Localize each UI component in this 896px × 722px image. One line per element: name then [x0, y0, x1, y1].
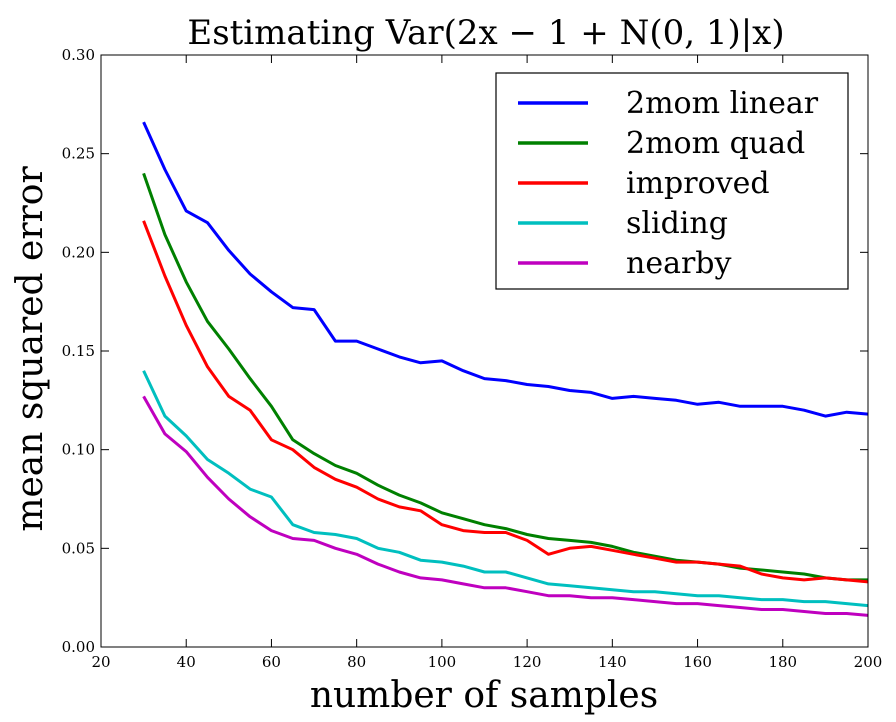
- y-tick-label-4: 0.20: [62, 243, 95, 261]
- series-line-2: [142, 220, 869, 584]
- x-tick-label-3: 80: [347, 653, 366, 671]
- x-tick-label-6: 140: [598, 653, 627, 671]
- y-axis-label: mean squared error: [10, 166, 51, 532]
- legend-box: [495, 72, 849, 290]
- series-line-0: [142, 121, 869, 418]
- series-line-3: [142, 370, 869, 608]
- series-line-4: [142, 395, 869, 617]
- legend-label-4: nearby: [626, 246, 732, 281]
- x-tick-label-9: 200: [854, 653, 883, 671]
- legend-label-3: sliding: [626, 206, 728, 241]
- x-tick-label-7: 160: [683, 653, 712, 671]
- y-tick-label-2: 0.10: [62, 441, 95, 459]
- legend-label-2: improved: [626, 166, 770, 201]
- x-tick-label-1: 40: [177, 653, 196, 671]
- x-axis-label: number of samples: [310, 675, 658, 716]
- x-tick-label-8: 180: [768, 653, 797, 671]
- y-tick-label-3: 0.15: [62, 342, 95, 360]
- y-tick-label-6: 0.30: [62, 46, 95, 64]
- y-tick-label-5: 0.25: [62, 145, 95, 163]
- x-tick-label-4: 100: [428, 653, 457, 671]
- plot-area: 20 40 60 80 100 120 140 160 180 200 0.00 0.05 0.10 0.…: [62, 46, 883, 671]
- legend-label-0: 2mom linear: [626, 86, 819, 121]
- chart-title: Estimating Var(2x − 1 + N(0, 1)|x): [187, 13, 784, 53]
- x-tick-label-2: 60: [262, 653, 281, 671]
- y-tick-label-1: 0.05: [62, 539, 95, 557]
- x-tick-label-5: 120: [513, 653, 542, 671]
- legend-label-1: 2mom quad: [626, 126, 805, 161]
- x-tick-label-0: 20: [91, 653, 110, 671]
- y-tick-label-0: 0.00: [62, 638, 95, 656]
